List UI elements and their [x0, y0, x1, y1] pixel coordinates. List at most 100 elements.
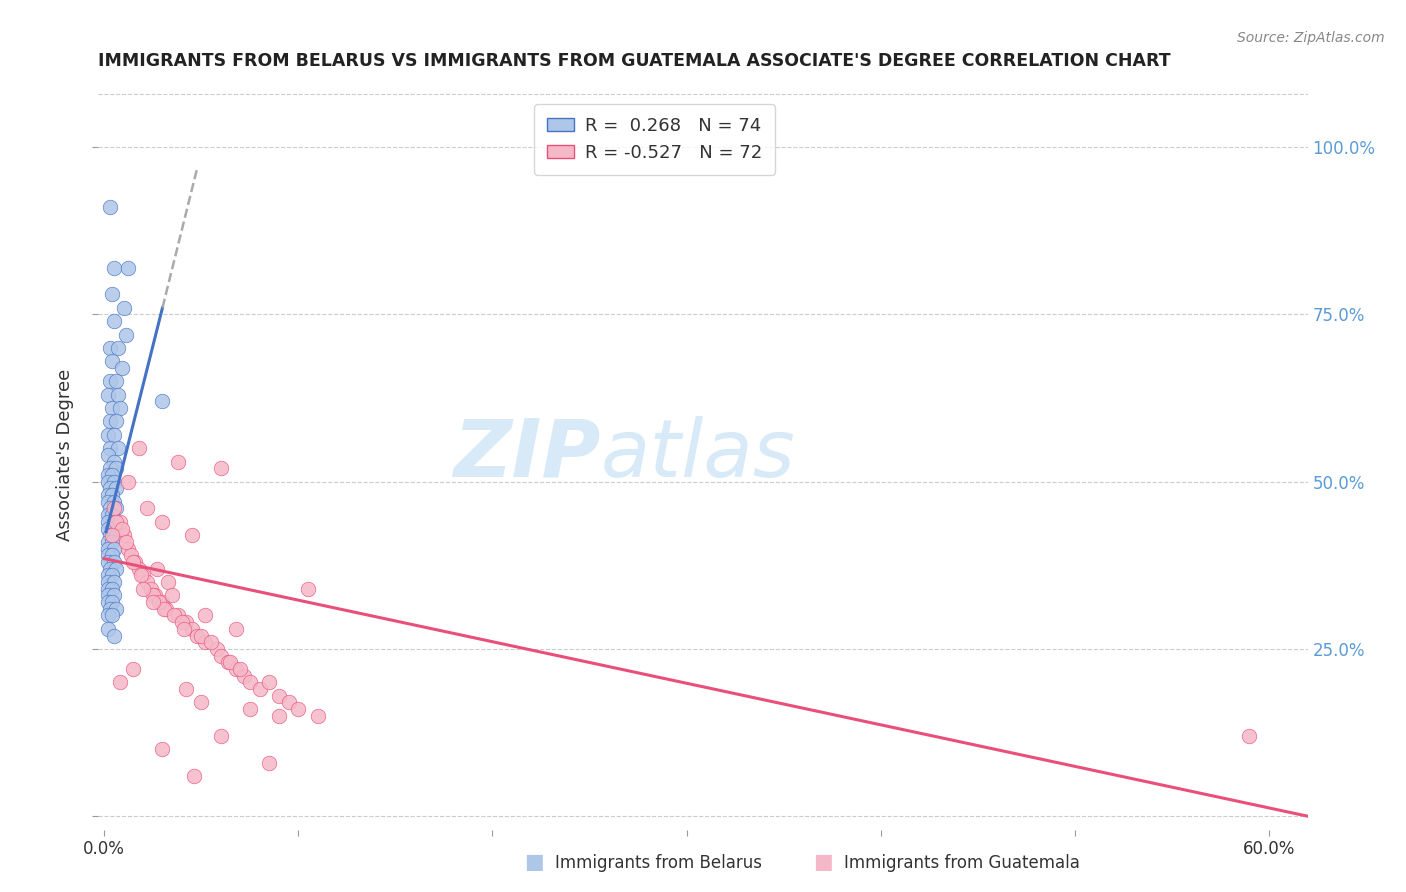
Point — [117, 541, 139, 556]
Point — [108, 675, 131, 690]
Point — [104, 461, 127, 475]
Point — [209, 729, 232, 743]
Point — [101, 488, 124, 502]
Point — [98, 562, 121, 576]
Point — [186, 628, 208, 642]
Point — [142, 595, 165, 609]
Point — [97, 535, 120, 549]
Point — [155, 602, 177, 616]
Point — [111, 361, 134, 376]
Point — [129, 568, 152, 582]
Point — [124, 555, 146, 569]
Point — [101, 568, 124, 582]
Point — [101, 595, 124, 609]
Point — [239, 702, 262, 716]
Point — [190, 696, 212, 710]
Point — [101, 354, 124, 368]
Point — [101, 528, 124, 542]
Point — [104, 375, 127, 389]
Point — [107, 442, 129, 455]
Point — [117, 475, 139, 489]
Point — [249, 682, 271, 697]
Point — [103, 475, 125, 489]
Point — [114, 535, 136, 549]
Point — [217, 655, 239, 669]
Point — [139, 582, 162, 596]
Point — [98, 375, 121, 389]
Point — [97, 589, 120, 603]
Point — [97, 582, 120, 596]
Point — [194, 608, 217, 623]
Point — [132, 582, 155, 596]
Point — [97, 548, 120, 563]
Point — [277, 696, 299, 710]
Point — [103, 555, 125, 569]
Point — [98, 415, 121, 429]
Point — [101, 535, 124, 549]
Point — [128, 442, 150, 455]
Point — [142, 589, 165, 603]
Point — [101, 582, 124, 596]
Point — [107, 341, 129, 355]
Point — [117, 260, 139, 275]
Point — [103, 314, 125, 328]
Point — [307, 708, 329, 723]
Point — [145, 562, 167, 576]
Point — [267, 708, 290, 723]
Point — [152, 595, 174, 609]
Point — [1239, 729, 1261, 743]
Point — [97, 387, 120, 401]
Point — [209, 461, 232, 475]
Point — [114, 327, 136, 342]
Point — [98, 341, 121, 355]
Y-axis label: Associate's Degree: Associate's Degree — [56, 368, 75, 541]
Text: ■: ■ — [524, 853, 544, 872]
Point — [267, 689, 290, 703]
Point — [153, 602, 176, 616]
Point — [101, 548, 124, 563]
Point — [152, 515, 174, 529]
Text: ZIP: ZIP — [453, 416, 600, 494]
Point — [174, 615, 197, 630]
Point — [152, 742, 174, 756]
Point — [101, 508, 124, 523]
Point — [132, 568, 155, 582]
Point — [103, 260, 125, 275]
Point — [209, 648, 232, 663]
Point — [174, 682, 197, 697]
Point — [98, 602, 121, 616]
Point — [98, 501, 121, 516]
Point — [97, 608, 120, 623]
Point — [104, 602, 127, 616]
Point — [225, 662, 247, 676]
Point — [103, 501, 125, 516]
Point — [194, 635, 217, 649]
Point — [287, 702, 309, 716]
Point — [97, 521, 120, 535]
Point — [111, 521, 134, 535]
Point — [103, 428, 125, 442]
Point — [190, 628, 212, 642]
Text: Source: ZipAtlas.com: Source: ZipAtlas.com — [1237, 31, 1385, 45]
Point — [170, 615, 193, 630]
Text: Immigrants from Guatemala: Immigrants from Guatemala — [844, 855, 1080, 872]
Point — [148, 595, 170, 609]
Point — [103, 455, 125, 469]
Point — [104, 415, 127, 429]
Point — [225, 622, 247, 636]
Point — [103, 494, 125, 508]
Point — [103, 628, 125, 642]
Point — [160, 589, 183, 603]
Point — [112, 301, 135, 315]
Point — [104, 501, 127, 516]
Point — [98, 482, 121, 496]
Point — [97, 488, 120, 502]
Point — [143, 589, 166, 603]
Text: Immigrants from Belarus: Immigrants from Belarus — [555, 855, 762, 872]
Point — [104, 562, 127, 576]
Point — [104, 528, 127, 542]
Text: atlas: atlas — [600, 416, 794, 494]
Point — [97, 515, 120, 529]
Point — [122, 662, 145, 676]
Point — [229, 662, 252, 676]
